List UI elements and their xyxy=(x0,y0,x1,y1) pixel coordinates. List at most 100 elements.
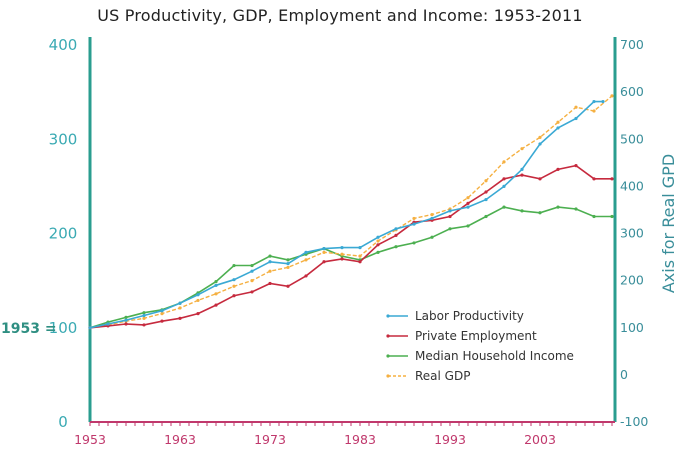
data-point xyxy=(538,211,542,215)
data-point xyxy=(592,177,596,181)
data-point xyxy=(232,263,236,268)
data-point xyxy=(601,99,605,104)
data-point xyxy=(502,177,506,181)
data-point xyxy=(520,167,524,172)
data-point xyxy=(394,233,398,237)
data-point xyxy=(250,269,254,273)
data-point xyxy=(142,313,146,318)
data-point xyxy=(142,316,146,320)
data-point xyxy=(376,243,380,247)
data-point xyxy=(376,250,380,254)
data-point xyxy=(394,227,398,231)
data-point xyxy=(340,246,344,250)
data-point xyxy=(286,262,290,266)
data-point xyxy=(232,294,236,298)
data-point xyxy=(160,312,164,316)
data-point xyxy=(268,260,272,264)
data-point xyxy=(610,177,614,181)
left-tick-label: 0 xyxy=(58,413,68,431)
data-point xyxy=(322,260,326,264)
data-point xyxy=(520,147,524,151)
data-point xyxy=(484,197,488,202)
baseline-label: 1953 = xyxy=(1,321,57,337)
data-point xyxy=(556,167,560,172)
legend-label: Private Employment xyxy=(415,329,537,343)
data-point xyxy=(124,322,128,326)
legend-label: Labor Productivity xyxy=(415,309,524,323)
data-point xyxy=(502,160,506,164)
data-point xyxy=(520,209,524,213)
right-tick-label: 700 xyxy=(620,37,644,52)
data-point xyxy=(376,239,380,243)
data-point xyxy=(448,214,452,219)
legend-marker xyxy=(386,374,390,378)
x-tick-label: 1993 xyxy=(434,432,466,447)
data-point xyxy=(304,274,308,278)
data-point xyxy=(538,177,542,181)
data-point xyxy=(412,222,416,226)
data-point xyxy=(286,284,290,288)
data-point xyxy=(178,316,182,320)
left-tick-label: 100 xyxy=(49,319,78,337)
data-point xyxy=(232,278,236,282)
data-point xyxy=(610,94,614,98)
data-point xyxy=(142,323,146,327)
right-tick-label: 100 xyxy=(620,320,644,335)
left-tick-label: 300 xyxy=(49,130,78,148)
data-point xyxy=(142,311,146,315)
data-point xyxy=(376,235,380,239)
x-tick-label: 1963 xyxy=(164,432,196,447)
data-point xyxy=(556,120,560,124)
data-point xyxy=(322,250,326,254)
data-point xyxy=(286,265,290,270)
right-tick-label: 600 xyxy=(620,84,644,99)
data-point xyxy=(502,184,506,188)
data-point xyxy=(484,190,488,194)
data-point xyxy=(250,290,254,294)
data-point xyxy=(412,241,416,245)
data-point xyxy=(484,214,488,219)
data-point xyxy=(178,306,182,310)
data-point xyxy=(250,263,254,268)
data-point xyxy=(592,214,596,219)
data-point xyxy=(196,293,200,297)
series-line-median-household-income xyxy=(89,206,612,329)
series-line-private-employment xyxy=(89,164,612,329)
data-point xyxy=(412,216,416,221)
left-tick-label: 200 xyxy=(49,225,78,243)
legend-marker xyxy=(386,354,390,358)
data-point xyxy=(214,283,218,287)
data-point xyxy=(448,209,452,213)
data-point xyxy=(358,254,362,258)
data-point xyxy=(232,284,236,288)
legend-marker xyxy=(386,334,390,338)
series-line-labor-productivity xyxy=(89,100,603,329)
data-point xyxy=(520,173,524,177)
data-point xyxy=(322,246,326,251)
data-point xyxy=(394,245,398,249)
data-point xyxy=(574,164,578,168)
data-point xyxy=(610,214,614,219)
right-axis-title: Axis for Real GPD xyxy=(659,154,678,293)
right-tick-label: 200 xyxy=(620,273,644,288)
data-point xyxy=(124,318,128,322)
chart-title: US Productivity, GDP, Employment and Inc… xyxy=(97,6,583,25)
data-point xyxy=(574,105,578,109)
data-point xyxy=(196,312,200,316)
data-point xyxy=(214,279,218,284)
data-point xyxy=(538,142,542,146)
data-point xyxy=(304,258,308,262)
data-point xyxy=(574,116,578,121)
right-tick-label: 500 xyxy=(620,131,644,146)
data-point xyxy=(430,235,434,239)
left-tick-label: 400 xyxy=(49,36,78,54)
data-point xyxy=(574,207,578,211)
data-point xyxy=(268,269,272,273)
right-tick-label: 300 xyxy=(620,226,644,241)
data-point xyxy=(556,205,560,209)
right-tick-label: 400 xyxy=(620,178,644,193)
data-point xyxy=(268,254,272,258)
data-point xyxy=(430,216,434,221)
data-point xyxy=(340,257,344,261)
